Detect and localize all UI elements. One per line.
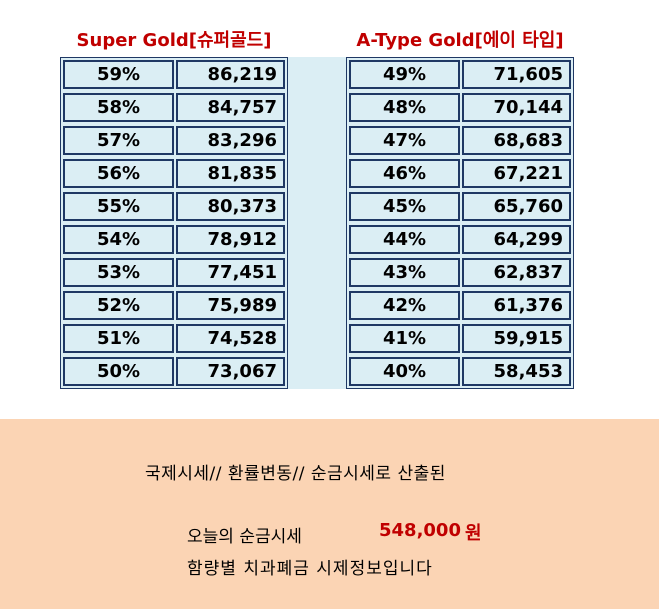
table-row: 54% 78,912 [61,223,287,256]
table-row: 58% 84,757 [61,91,287,124]
percent-cell: 58% [63,93,174,122]
price-cell: 74,528 [176,324,285,353]
price-cell: 61,376 [462,291,571,320]
table-row: 46% 67,221 [347,157,573,190]
price-cell: 68,683 [462,126,571,155]
percent-cell: 41% [349,324,460,353]
price-cell: 58,453 [462,357,571,386]
price-cell: 78,912 [176,225,285,254]
gold-price-value: 548,000 [379,520,461,541]
super-gold-table: 59% 86,219 58% 84,757 57% 83,296 56% 81,835 … [60,57,288,389]
percent-cell: 40% [349,357,460,386]
table-row: 59% 86,219 [61,58,287,91]
price-cell: 84,757 [176,93,285,122]
price-cell: 71,605 [462,60,571,89]
price-cell: 70,144 [462,93,571,122]
price-cell: 83,296 [176,126,285,155]
percent-cell: 43% [349,258,460,287]
percent-cell: 55% [63,192,174,221]
percent-cell: 53% [63,258,174,287]
table-row: 48% 70,144 [347,91,573,124]
table-row: 41% 59,915 [347,322,573,355]
percent-cell: 50% [63,357,174,386]
percent-cell: 46% [349,159,460,188]
gold-price-label: 오늘의 순금시세 [187,527,302,547]
a-type-gold-title: A-Type Gold[에이 타입] [356,30,564,51]
a-type-gold-table: 49% 71,605 48% 70,144 47% 68,683 46% 67,221 … [346,57,574,389]
price-cell: 80,373 [176,192,285,221]
table-gap-band [288,57,346,389]
percent-cell: 49% [349,60,460,89]
table-row: 44% 64,299 [347,223,573,256]
percent-cell: 59% [63,60,174,89]
footer-panel: 국제시세// 환률변동// 순금시세로 산출된 오늘의 순금시세 548,000… [0,419,659,609]
price-cell: 75,989 [176,291,285,320]
price-cell: 59,915 [462,324,571,353]
percent-cell: 42% [349,291,460,320]
percent-cell: 47% [349,126,460,155]
table-row: 57% 83,296 [61,124,287,157]
table-row: 52% 75,989 [61,289,287,322]
table-row: 50% 73,067 [61,355,287,388]
price-cell: 86,219 [176,60,285,89]
table-row: 40% 58,453 [347,355,573,388]
percent-cell: 54% [63,225,174,254]
percent-cell: 45% [349,192,460,221]
table-row: 56% 81,835 [61,157,287,190]
price-cell: 77,451 [176,258,285,287]
percent-cell: 48% [349,93,460,122]
percent-cell: 57% [63,126,174,155]
price-cell: 73,067 [176,357,285,386]
percent-cell: 52% [63,291,174,320]
price-cell: 64,299 [462,225,571,254]
table-row: 49% 71,605 [347,58,573,91]
price-cell: 67,221 [462,159,571,188]
table-row: 53% 77,451 [61,256,287,289]
percent-cell: 51% [63,324,174,353]
price-cell: 81,835 [176,159,285,188]
percent-cell: 56% [63,159,174,188]
table-row: 45% 65,760 [347,190,573,223]
gold-price-unit: 원 [465,523,482,544]
super-gold-title: Super Gold[슈퍼골드] [76,30,272,51]
footer-source-text: 국제시세// 환률변동// 순금시세로 산출된 [145,464,446,484]
table-row: 51% 74,528 [61,322,287,355]
percent-cell: 44% [349,225,460,254]
price-cell: 65,760 [462,192,571,221]
price-cell: 62,837 [462,258,571,287]
table-row: 43% 62,837 [347,256,573,289]
table-row: 55% 80,373 [61,190,287,223]
footer-info-text: 함량별 치과폐금 시제정보입니다 [187,559,433,579]
table-row: 42% 61,376 [347,289,573,322]
table-row: 47% 68,683 [347,124,573,157]
